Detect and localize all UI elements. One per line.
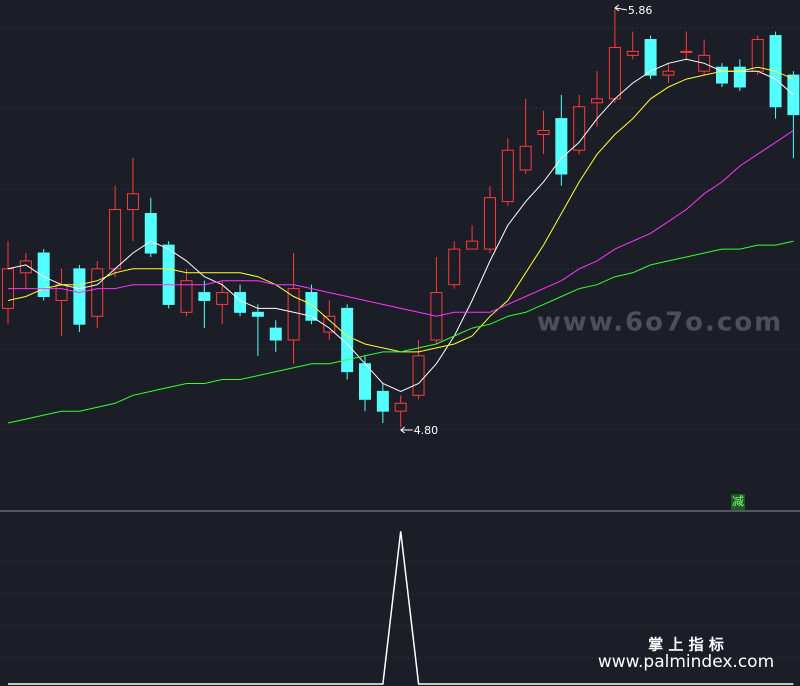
candle-body xyxy=(162,244,175,305)
signal-label: 减 xyxy=(732,495,744,509)
candle-body xyxy=(501,149,514,203)
brand: 掌 上 指 标 xyxy=(648,636,724,654)
candle-body xyxy=(483,197,496,250)
candle-body xyxy=(109,209,122,270)
candle-body xyxy=(716,66,728,84)
candle-body xyxy=(591,98,604,104)
indicator-line xyxy=(8,531,794,685)
candle-body xyxy=(751,39,764,72)
candle-body xyxy=(91,268,104,317)
candle-body xyxy=(448,248,461,286)
candle-body xyxy=(626,50,639,56)
grid xyxy=(0,27,800,659)
candle-body xyxy=(466,240,479,250)
candle-body xyxy=(180,280,193,313)
candle-body xyxy=(555,118,568,175)
candle-body xyxy=(55,284,68,301)
candle-body xyxy=(519,145,532,171)
candle-body xyxy=(573,106,586,151)
candle-body xyxy=(198,292,211,301)
candle-body xyxy=(216,292,229,305)
candle-body xyxy=(287,288,300,341)
moving-average xyxy=(7,58,794,392)
min-label: 4.80 xyxy=(414,424,439,437)
watermark: www.6o7o.com xyxy=(537,308,783,338)
candle-body xyxy=(608,46,621,100)
moving-average xyxy=(8,130,794,317)
candle-body xyxy=(680,50,693,53)
candle-body xyxy=(19,260,32,274)
candle-body xyxy=(644,39,657,76)
candle-body xyxy=(341,307,354,373)
candle-body xyxy=(126,193,139,211)
candle-body xyxy=(394,402,407,412)
candle-body xyxy=(305,292,318,321)
candle-body xyxy=(37,252,50,298)
candle-body xyxy=(144,212,157,254)
candle-body xyxy=(537,129,550,135)
candle-body xyxy=(269,327,282,341)
candle-body xyxy=(412,355,425,396)
signal-box xyxy=(731,494,745,510)
candle-body xyxy=(73,268,86,325)
candle-body xyxy=(251,311,264,317)
candle-body xyxy=(376,390,389,412)
site: www.palmindex.com xyxy=(598,652,774,672)
candle-body xyxy=(359,363,371,400)
candle-body xyxy=(662,70,675,76)
moving-average xyxy=(7,240,794,424)
candle-body xyxy=(733,66,746,88)
min-arrow xyxy=(400,426,413,434)
max-arrow xyxy=(614,4,627,12)
max-label: 5.86 xyxy=(628,4,653,17)
